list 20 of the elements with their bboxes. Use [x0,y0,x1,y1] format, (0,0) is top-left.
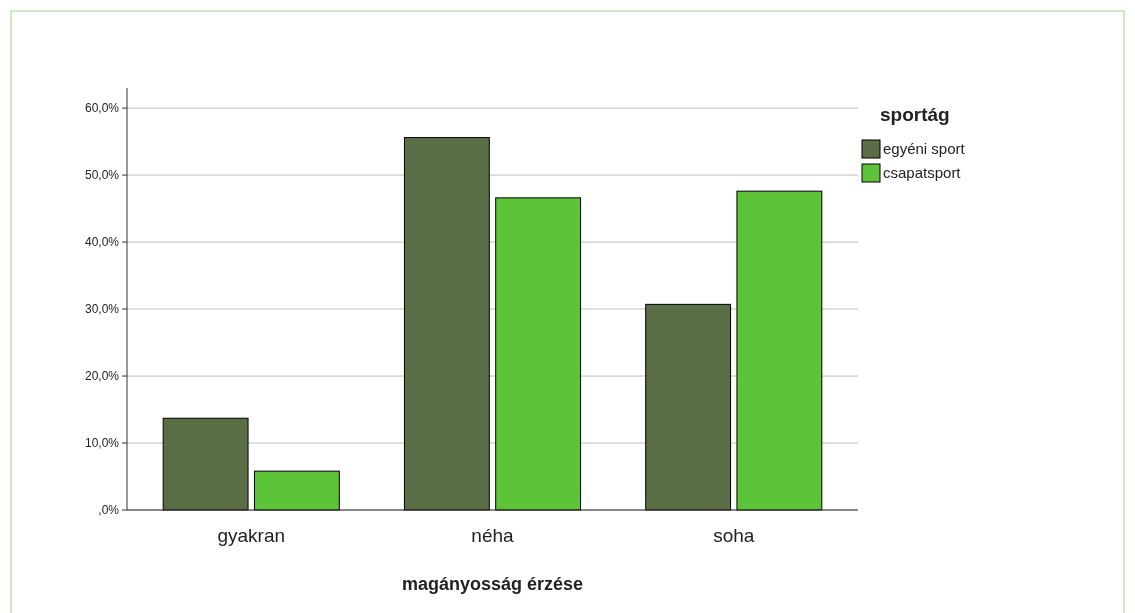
bar [253,470,340,511]
bar [645,303,732,511]
y-tick-label: 30,0% [84,302,120,317]
y-tick-label: 10,0% [84,436,120,451]
y-tick-label: 40,0% [84,235,120,250]
legend-label: csapatsport [883,164,962,182]
bar [403,137,490,511]
x-axis-title: magányosság érzése [401,574,584,594]
y-tick-label: ,0% [98,503,120,518]
bar [736,190,823,511]
x-tick-label: néha [471,525,515,546]
bar [495,197,582,511]
bar [162,417,249,511]
y-tick-label: 20,0% [84,369,120,384]
y-tick-label: 50,0% [84,168,120,183]
y-tick-label: 60,0% [84,101,120,116]
x-tick-label: soha [713,525,755,546]
legend-label: egyéni sport [883,140,966,158]
legend-title: sportág [880,104,950,125]
x-tick-label: gyakran [217,525,286,546]
